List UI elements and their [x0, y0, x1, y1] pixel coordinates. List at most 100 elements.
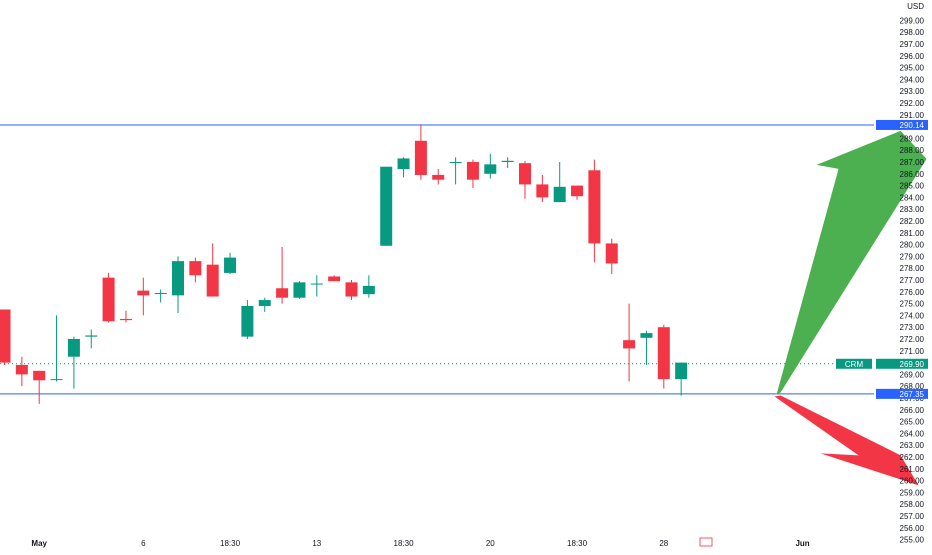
event-marker-icon — [699, 537, 713, 547]
candle — [328, 275, 341, 282]
candle — [397, 157, 410, 178]
candle — [362, 275, 375, 298]
candle — [224, 252, 237, 275]
candle-body — [588, 170, 601, 244]
candle-body — [15, 364, 28, 375]
price-tick-label: 256.00 — [900, 524, 925, 533]
candle-body — [189, 261, 202, 276]
candle-body — [380, 166, 393, 246]
candle-body — [362, 285, 375, 295]
price-tick-label: 291.00 — [900, 111, 925, 120]
price-tick-label: 292.00 — [900, 99, 925, 108]
candle-body — [519, 163, 531, 185]
price-tick-label: 259.00 — [900, 488, 925, 497]
price-tick-label: 278.00 — [900, 264, 925, 273]
candle-body — [605, 243, 618, 264]
price-tick-label: 286.00 — [900, 170, 925, 179]
horizontal-levels-layer — [0, 124, 874, 395]
price-tick-label: 268.00 — [900, 382, 925, 391]
price-tick-label: 288.00 — [900, 146, 925, 155]
price-axis[interactable]: USD 299.00 298.00 297.00 296.00 295.00 294.00… — [900, 2, 925, 545]
price-tick-label: 263.00 — [900, 441, 925, 450]
price-tick-label: 281.00 — [900, 229, 925, 238]
candle — [102, 272, 115, 323]
candle — [519, 160, 531, 199]
candle — [206, 243, 219, 297]
price-tick-label: 297.00 — [900, 40, 925, 49]
price-tick-label: 285.00 — [900, 182, 925, 191]
time-tick-label: 20 — [486, 539, 495, 548]
price-tick-label: 283.00 — [900, 205, 925, 214]
time-tick-label: 18:30 — [220, 539, 241, 548]
candle-body — [0, 309, 11, 363]
candle — [432, 169, 445, 185]
candle-body — [33, 370, 46, 381]
candle — [258, 297, 271, 312]
candle — [172, 256, 184, 314]
price-tick-label: 255.00 — [900, 536, 925, 545]
price-tick-label: 269.00 — [900, 370, 925, 379]
candle-body — [85, 335, 98, 337]
candle-body — [345, 282, 358, 297]
candle-body — [571, 185, 584, 197]
candle-body — [466, 162, 479, 180]
candle-body — [675, 362, 688, 380]
candle — [276, 246, 289, 304]
candle — [50, 315, 63, 382]
time-tick-label: 6 — [141, 539, 146, 548]
candle-body — [50, 379, 63, 381]
time-tick-label: 28 — [659, 539, 668, 548]
candle-body — [224, 257, 237, 273]
candle — [466, 159, 479, 188]
last-price-badge — [876, 358, 928, 369]
symbol-badge — [836, 358, 872, 369]
candle — [449, 157, 462, 185]
price-tick-label: 275.00 — [900, 300, 925, 309]
level-price-badge-text: 267.35 — [900, 390, 925, 399]
price-labels-layer: 290.14 267.35 CRM 269.90 — [836, 119, 928, 399]
candle-body — [137, 290, 150, 296]
candle — [657, 324, 670, 389]
price-tick-label: 273.00 — [900, 323, 925, 332]
price-tick-label: 260.00 — [900, 477, 925, 486]
candle-body — [623, 340, 636, 349]
candle — [241, 300, 254, 339]
price-tick-label: 287.00 — [900, 158, 925, 167]
candle-body — [414, 140, 427, 175]
candle-body — [67, 339, 80, 357]
time-tick-label: 18:30 — [394, 539, 415, 548]
price-tick-label: 264.00 — [900, 429, 925, 438]
price-tick-label: 261.00 — [900, 465, 925, 474]
candle-body — [501, 160, 514, 162]
price-tick-label: 274.00 — [900, 311, 925, 320]
candle — [85, 329, 98, 349]
candle-body — [154, 292, 167, 294]
price-tick-label: 279.00 — [900, 252, 925, 261]
time-tick-label: May — [31, 539, 47, 548]
price-tick-label: 257.00 — [900, 512, 925, 521]
time-tick-label: 13 — [312, 539, 321, 548]
candle-body — [553, 186, 566, 203]
candle-body — [293, 282, 306, 298]
candle-body — [119, 318, 132, 321]
candle — [501, 157, 514, 168]
level-price-badge — [876, 388, 928, 399]
candle-body — [432, 174, 445, 180]
level-price-badge-text: 290.14 — [900, 121, 925, 130]
candle — [33, 370, 46, 404]
price-tick-label: 258.00 — [900, 500, 925, 509]
candle — [675, 362, 688, 396]
candle-body — [206, 264, 219, 297]
candle-body — [657, 327, 670, 380]
time-axis[interactable]: May 6 18:30 13 18:30 20 18:30 28 Jun — [31, 537, 810, 548]
candle-body — [484, 164, 497, 174]
candle-body — [241, 305, 254, 337]
candle-body — [397, 158, 410, 170]
candle — [484, 153, 497, 179]
down-arrow — [774, 395, 919, 486]
symbol-badge-text: CRM — [845, 360, 864, 369]
price-tick-label: 282.00 — [900, 217, 925, 226]
candle — [189, 257, 202, 283]
